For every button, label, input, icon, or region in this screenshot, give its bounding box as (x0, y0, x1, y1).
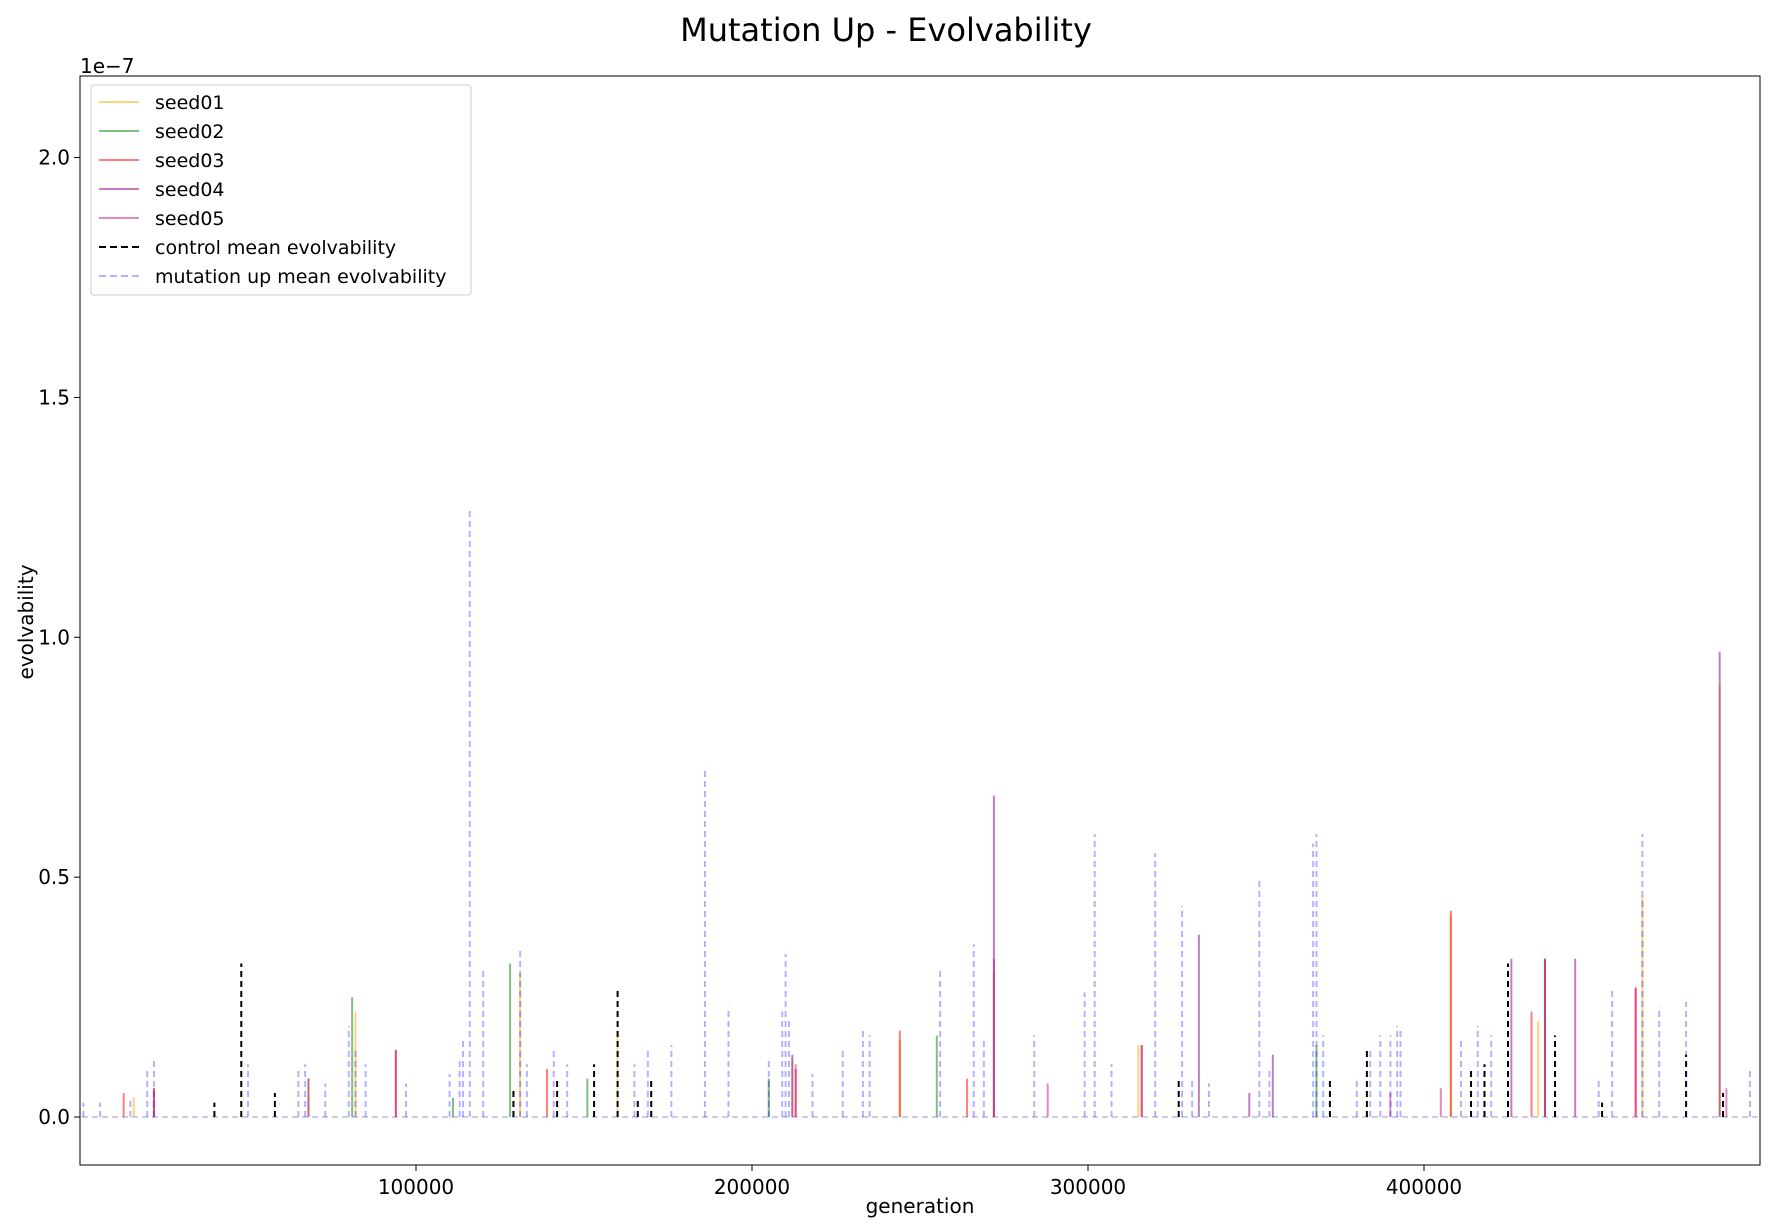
y-axis-label: evolvability (14, 564, 38, 679)
x-tick-label: 400000 (1386, 1175, 1462, 1199)
x-axis: 100000 200000 300000 400000 (378, 1165, 1462, 1199)
legend-label: control mean evolvability (155, 237, 396, 259)
x-tick-label: 100000 (378, 1175, 454, 1199)
y-tick-label: 1.5 (38, 385, 70, 409)
plot-marks (82, 507, 1758, 1118)
series-seed04 (307, 651, 1721, 1118)
series-seed02 (351, 963, 1318, 1118)
y-tick-label: 1.0 (38, 625, 70, 649)
legend: seed01 seed02 seed03 seed04 seed05 control me… (90, 84, 472, 296)
legend-label: seed01 (155, 92, 225, 114)
x-tick-label: 300000 (1050, 1175, 1126, 1199)
chart-title: Mutation Up - Evolvability (680, 11, 1092, 49)
series-control-mean-evolvability (213, 963, 1725, 1118)
y-axis: 0.0 0.5 1.0 1.5 2.0 (38, 146, 80, 1129)
legend-label: seed03 (155, 150, 225, 172)
legend-label: seed04 (155, 179, 225, 201)
x-axis-label: generation (866, 1194, 975, 1218)
y-tick-label: 0.5 (38, 865, 70, 889)
x-tick-label: 200000 (714, 1175, 790, 1199)
series-seed01 (132, 685, 1721, 1118)
legend-label: seed02 (155, 121, 225, 143)
plot-frame (79, 75, 1761, 1166)
y-tick-label: 2.0 (38, 146, 70, 170)
legend-box (90, 84, 472, 296)
y-scale-label: 1e−7 (80, 54, 135, 78)
series-seed05 (152, 958, 1728, 1118)
y-tick-label: 0.0 (38, 1105, 70, 1129)
series-seed03 (122, 910, 1637, 1118)
legend-label: seed05 (155, 208, 225, 230)
series-mutation-up-mean-evolvability (82, 507, 1751, 1118)
legend-label: mutation up mean evolvability (155, 266, 446, 288)
